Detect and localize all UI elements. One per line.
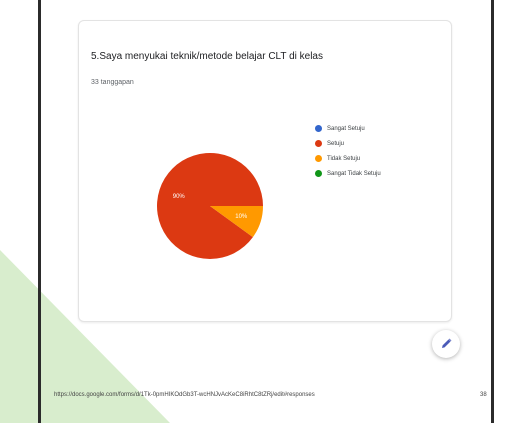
frame-left-edge bbox=[38, 0, 41, 423]
pie-data-label: 10% bbox=[235, 214, 248, 220]
edit-button[interactable] bbox=[432, 330, 460, 358]
legend-label: Sangat Tidak Setuju bbox=[327, 170, 381, 177]
legend-item: Tidak Setuju bbox=[315, 151, 381, 166]
legend-swatch bbox=[315, 155, 322, 162]
legend-label: Setuju bbox=[327, 140, 345, 147]
footer-url: https://docs.google.com/forms/d/1Tk-0pmH… bbox=[54, 392, 315, 398]
pie-chart: 90% 10% bbox=[157, 153, 263, 259]
legend-swatch bbox=[315, 170, 322, 177]
legend-label: Tidak Setuju bbox=[327, 155, 361, 162]
pie-slice-tidak-setuju bbox=[210, 206, 263, 238]
legend-label: Sangat Setuju bbox=[327, 125, 365, 132]
legend-swatch bbox=[315, 125, 322, 132]
pie-data-label: 90% bbox=[173, 194, 186, 200]
question-card: 5.Saya menyukai teknik/metode belajar CL… bbox=[78, 20, 452, 322]
question-title: 5.Saya menyukai teknik/metode belajar CL… bbox=[91, 51, 323, 62]
pencil-icon bbox=[442, 338, 452, 348]
legend-item: Setuju bbox=[315, 136, 381, 151]
frame-right-edge bbox=[491, 0, 494, 423]
legend-item: Sangat Setuju bbox=[315, 121, 381, 136]
chart-legend: Sangat Setuju Setuju Tidak Setuju Sangat Ti… bbox=[315, 121, 381, 181]
legend-swatch bbox=[315, 140, 322, 147]
response-count: 33 tanggapan bbox=[91, 79, 134, 86]
legend-item: Sangat Tidak Setuju bbox=[315, 166, 381, 181]
page-number: 38 bbox=[480, 392, 487, 398]
